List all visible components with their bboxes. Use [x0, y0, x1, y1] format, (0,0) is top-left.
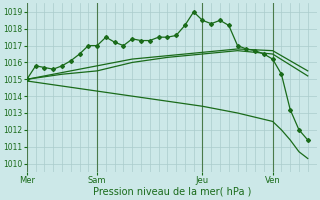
X-axis label: Pression niveau de la mer( hPa ): Pression niveau de la mer( hPa )	[92, 187, 251, 197]
